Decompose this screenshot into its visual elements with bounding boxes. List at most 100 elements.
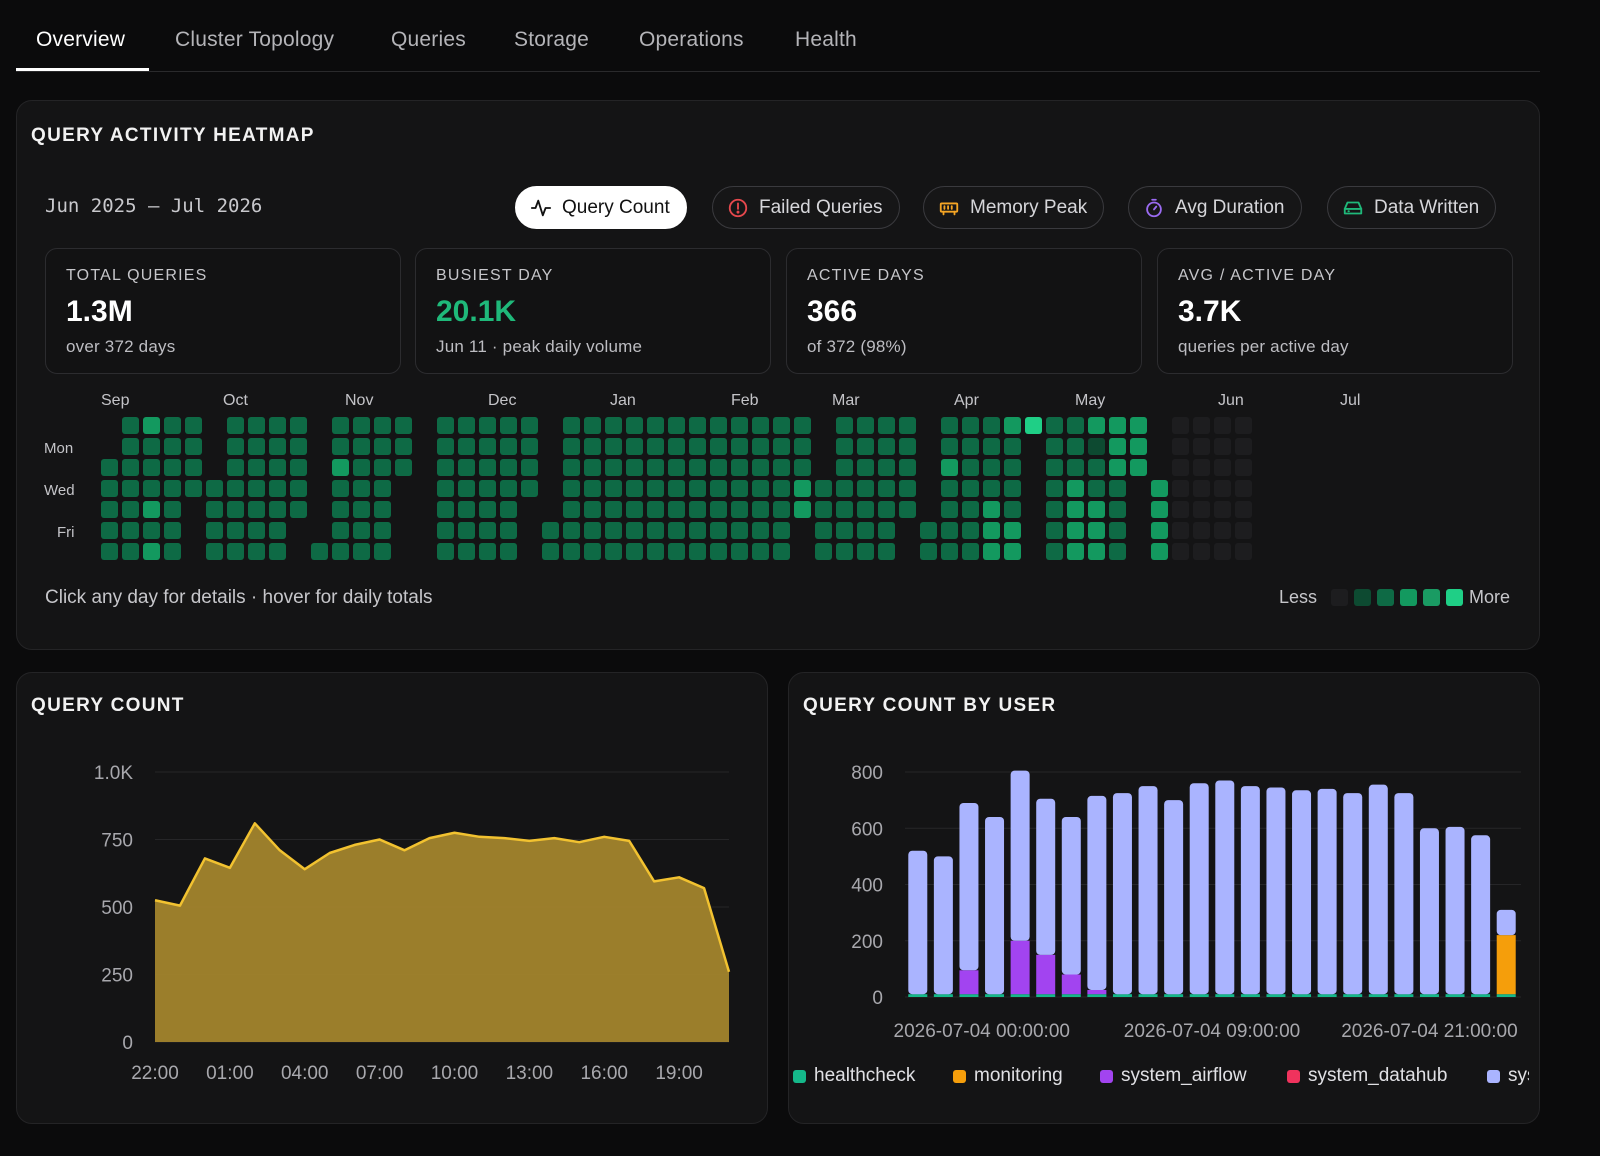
- heatmap-day-cell[interactable]: [1130, 459, 1147, 476]
- heatmap-day-cell[interactable]: [185, 417, 202, 434]
- heatmap-day-cell[interactable]: [521, 438, 538, 455]
- heatmap-day-cell[interactable]: [836, 417, 853, 434]
- data-point[interactable]: [402, 847, 408, 853]
- heatmap-day-cell[interactable]: [458, 522, 475, 539]
- heatmap-day-cell[interactable]: [122, 480, 139, 497]
- heatmap-day-cell[interactable]: [437, 543, 454, 560]
- heatmap-day-cell[interactable]: [983, 417, 1000, 434]
- bar-segment-healthcheck[interactable]: [1164, 994, 1184, 997]
- heatmap-day-cell[interactable]: [1004, 417, 1021, 434]
- heatmap-day-cell[interactable]: [164, 417, 181, 434]
- heatmap-day-cell[interactable]: [248, 438, 265, 455]
- heatmap-day-cell[interactable]: [878, 501, 895, 518]
- heatmap-day-cell[interactable]: [962, 459, 979, 476]
- heatmap-day-cell[interactable]: [1004, 522, 1021, 539]
- bar-segment-monitoring[interactable]: [1496, 935, 1516, 995]
- heatmap-day-cell[interactable]: [164, 501, 181, 518]
- heatmap-day-cell[interactable]: [878, 417, 895, 434]
- bar-segment-healthcheck[interactable]: [1292, 994, 1312, 997]
- heatmap-day-cell[interactable]: [1067, 543, 1084, 560]
- heatmap-day-cell[interactable]: [143, 501, 160, 518]
- heatmap-day-cell[interactable]: [878, 459, 895, 476]
- heatmap-day-cell[interactable]: [563, 543, 580, 560]
- heatmap-day-cell[interactable]: [479, 501, 496, 518]
- heatmap-day-cell[interactable]: [542, 543, 559, 560]
- bar-segment-healthcheck[interactable]: [1471, 994, 1491, 997]
- heatmap-day-cell[interactable]: [1046, 480, 1063, 497]
- heatmap-day-cell[interactable]: [1214, 501, 1231, 518]
- heatmap-day-cell[interactable]: [185, 480, 202, 497]
- heatmap-day-cell[interactable]: [773, 459, 790, 476]
- bar-segment-healthcheck[interactable]: [1189, 994, 1209, 997]
- bar-segment-sys[interactable]: [959, 802, 979, 971]
- heatmap-day-cell[interactable]: [1172, 417, 1189, 434]
- heatmap-day-cell[interactable]: [752, 459, 769, 476]
- heatmap-day-cell[interactable]: [1046, 501, 1063, 518]
- heatmap-day-cell[interactable]: [374, 480, 391, 497]
- heatmap-day-cell[interactable]: [143, 417, 160, 434]
- heatmap-day-cell[interactable]: [164, 543, 181, 560]
- heatmap-day-cell[interactable]: [1088, 543, 1105, 560]
- heatmap-day-cell[interactable]: [164, 438, 181, 455]
- data-point[interactable]: [177, 903, 183, 909]
- data-point[interactable]: [277, 847, 283, 853]
- heatmap-day-cell[interactable]: [479, 438, 496, 455]
- heatmap-day-cell[interactable]: [605, 438, 622, 455]
- heatmap-day-cell[interactable]: [1046, 522, 1063, 539]
- heatmap-day-cell[interactable]: [374, 417, 391, 434]
- heatmap-day-cell[interactable]: [689, 417, 706, 434]
- heatmap-day-cell[interactable]: [1109, 459, 1126, 476]
- heatmap-day-cell[interactable]: [1088, 459, 1105, 476]
- heatmap-day-cell[interactable]: [836, 438, 853, 455]
- heatmap-day-cell[interactable]: [731, 459, 748, 476]
- heatmap-day-cell[interactable]: [962, 522, 979, 539]
- heatmap-day-cell[interactable]: [899, 438, 916, 455]
- heatmap-day-cell[interactable]: [374, 459, 391, 476]
- heatmap-day-cell[interactable]: [206, 522, 223, 539]
- heatmap-day-cell[interactable]: [941, 459, 958, 476]
- heatmap-day-cell[interactable]: [458, 459, 475, 476]
- heatmap-day-cell[interactable]: [500, 438, 517, 455]
- heatmap-day-cell[interactable]: [794, 417, 811, 434]
- heatmap-day-cell[interactable]: [1067, 417, 1084, 434]
- data-point[interactable]: [377, 837, 383, 843]
- heatmap-day-cell[interactable]: [584, 417, 601, 434]
- heatmap-day-cell[interactable]: [248, 501, 265, 518]
- heatmap-day-cell[interactable]: [290, 459, 307, 476]
- heatmap-day-cell[interactable]: [773, 480, 790, 497]
- heatmap-day-cell[interactable]: [878, 522, 895, 539]
- bar-segment-healthcheck[interactable]: [1394, 994, 1414, 997]
- heatmap-day-cell[interactable]: [269, 522, 286, 539]
- heatmap-day-cell[interactable]: [836, 522, 853, 539]
- heatmap-day-cell[interactable]: [143, 543, 160, 560]
- heatmap-day-cell[interactable]: [878, 480, 895, 497]
- data-point[interactable]: [726, 969, 732, 975]
- heatmap-day-cell[interactable]: [1172, 480, 1189, 497]
- heatmap-day-cell[interactable]: [437, 417, 454, 434]
- heatmap-day-cell[interactable]: [206, 501, 223, 518]
- data-point[interactable]: [476, 834, 482, 840]
- heatmap-day-cell[interactable]: [1088, 417, 1105, 434]
- heatmap-day-cell[interactable]: [290, 417, 307, 434]
- heatmap-day-cell[interactable]: [605, 501, 622, 518]
- data-point[interactable]: [427, 835, 433, 841]
- metric-failed-queries-button[interactable]: Failed Queries: [712, 186, 900, 229]
- tab-operations[interactable]: Operations: [639, 28, 744, 51]
- data-point[interactable]: [451, 830, 457, 836]
- bar-segment-healthcheck[interactable]: [908, 994, 928, 997]
- heatmap-day-cell[interactable]: [1004, 480, 1021, 497]
- heatmap-day-cell[interactable]: [1151, 501, 1168, 518]
- heatmap-day-cell[interactable]: [584, 480, 601, 497]
- heatmap-day-cell[interactable]: [584, 438, 601, 455]
- heatmap-day-cell[interactable]: [941, 438, 958, 455]
- heatmap-day-cell[interactable]: [164, 459, 181, 476]
- tab-health[interactable]: Health: [795, 28, 857, 51]
- heatmap-day-cell[interactable]: [752, 522, 769, 539]
- heatmap-day-cell[interactable]: [353, 501, 370, 518]
- heatmap-day-cell[interactable]: [374, 522, 391, 539]
- heatmap-day-cell[interactable]: [458, 543, 475, 560]
- heatmap-day-cell[interactable]: [731, 501, 748, 518]
- heatmap-day-cell[interactable]: [983, 522, 1000, 539]
- heatmap-day-cell[interactable]: [1193, 459, 1210, 476]
- heatmap-day-cell[interactable]: [1235, 459, 1252, 476]
